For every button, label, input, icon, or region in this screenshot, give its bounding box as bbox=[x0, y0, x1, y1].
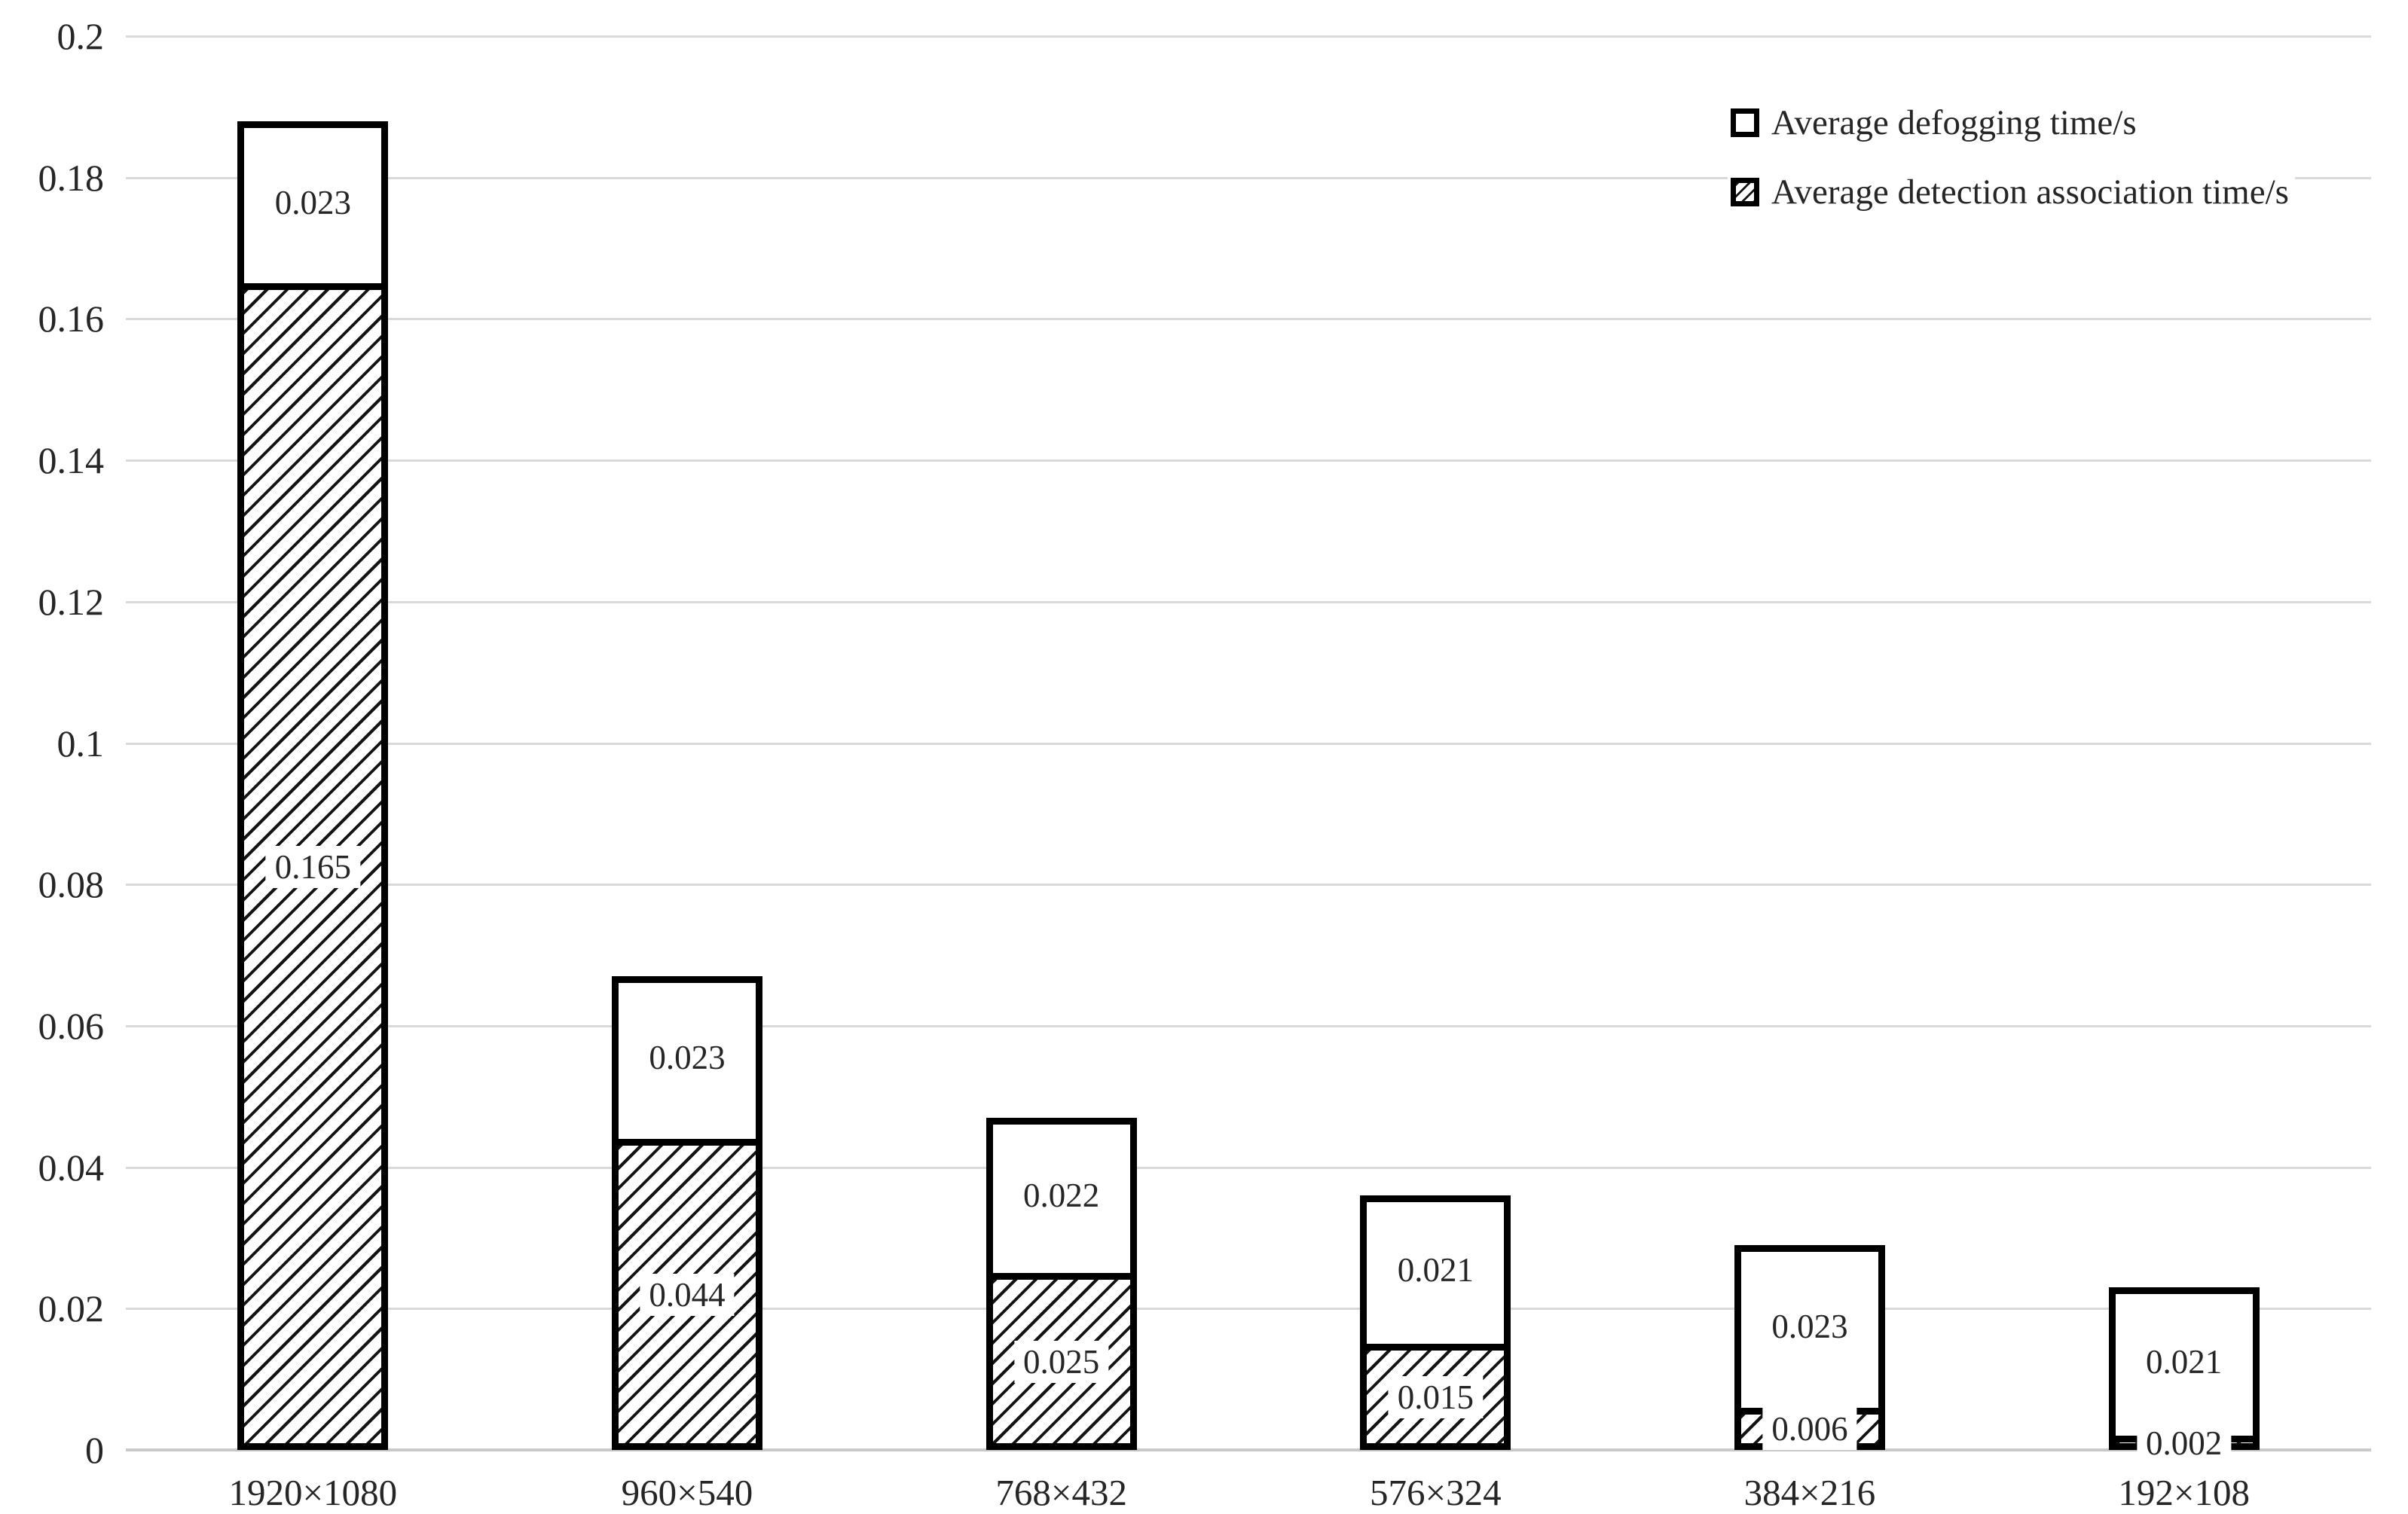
x-category-label: 576×324 bbox=[1370, 1472, 1502, 1513]
data-label-defogging: 0.022 bbox=[1014, 1174, 1109, 1217]
y-tick-label: 0 bbox=[85, 1429, 104, 1471]
y-tick-label: 0.16 bbox=[38, 298, 105, 340]
x-category-label: 192×108 bbox=[2118, 1472, 2250, 1513]
legend-label: Average detection association time/s bbox=[1771, 172, 2289, 212]
data-label-detection-association: 0.002 bbox=[2137, 1421, 2232, 1464]
y-tick-label: 0.06 bbox=[38, 1004, 105, 1047]
data-label-defogging: 0.023 bbox=[640, 1036, 735, 1079]
bar-segment-defogging bbox=[1360, 1195, 1511, 1345]
legend-label: Average defogging time/s bbox=[1771, 103, 2137, 142]
gridline bbox=[126, 1308, 2371, 1311]
gridline bbox=[126, 600, 2371, 603]
data-label-detection-association: 0.025 bbox=[1014, 1340, 1109, 1383]
y-tick-label: 0.2 bbox=[57, 15, 105, 57]
data-label-defogging: 0.023 bbox=[1762, 1305, 1857, 1348]
y-tick-label: 0.12 bbox=[38, 580, 105, 623]
x-category-label: 768×432 bbox=[995, 1472, 1127, 1513]
x-category-label: 384×216 bbox=[1743, 1472, 1876, 1513]
gridline bbox=[126, 459, 2371, 462]
x-category-label: 960×540 bbox=[621, 1472, 753, 1513]
y-tick-label: 0.08 bbox=[38, 863, 105, 906]
legend-item: Average defogging time/s bbox=[1731, 92, 2289, 154]
gridline bbox=[126, 884, 2371, 887]
data-label-detection-association: 0.044 bbox=[640, 1273, 735, 1316]
gridline bbox=[126, 176, 2371, 179]
gridline bbox=[126, 318, 2371, 321]
data-label-defogging: 0.021 bbox=[1388, 1248, 1483, 1291]
bar-segment-defogging bbox=[1734, 1244, 1885, 1408]
gridline bbox=[126, 35, 2371, 38]
y-tick-label: 0.02 bbox=[38, 1287, 105, 1330]
data-label-defogging: 0.021 bbox=[2137, 1340, 2232, 1383]
x-axis-line bbox=[126, 1448, 2371, 1451]
data-label-detection-association: 0.165 bbox=[265, 845, 360, 888]
legend-swatch-hatched-icon bbox=[1731, 178, 1759, 206]
x-category-label: 1920×1080 bbox=[228, 1472, 398, 1513]
y-tick-label: 0.04 bbox=[38, 1146, 105, 1189]
y-tick-label: 0.1 bbox=[57, 722, 105, 765]
data-label-detection-association: 0.015 bbox=[1388, 1375, 1483, 1418]
gridline bbox=[126, 1166, 2371, 1169]
data-label-defogging: 0.023 bbox=[265, 181, 360, 224]
legend-swatch-white-icon bbox=[1731, 108, 1759, 137]
y-tick-label: 0.18 bbox=[38, 156, 105, 199]
y-tick-label: 0.14 bbox=[38, 439, 105, 482]
gridline bbox=[126, 1024, 2371, 1027]
bar-segment-detection-association bbox=[612, 1139, 762, 1450]
legend: Average defogging time/s Average detectio… bbox=[1728, 89, 2295, 230]
gridline bbox=[126, 742, 2371, 745]
data-label-detection-association: 0.006 bbox=[1762, 1407, 1857, 1450]
legend-item: Average detection association time/s bbox=[1731, 161, 2289, 223]
